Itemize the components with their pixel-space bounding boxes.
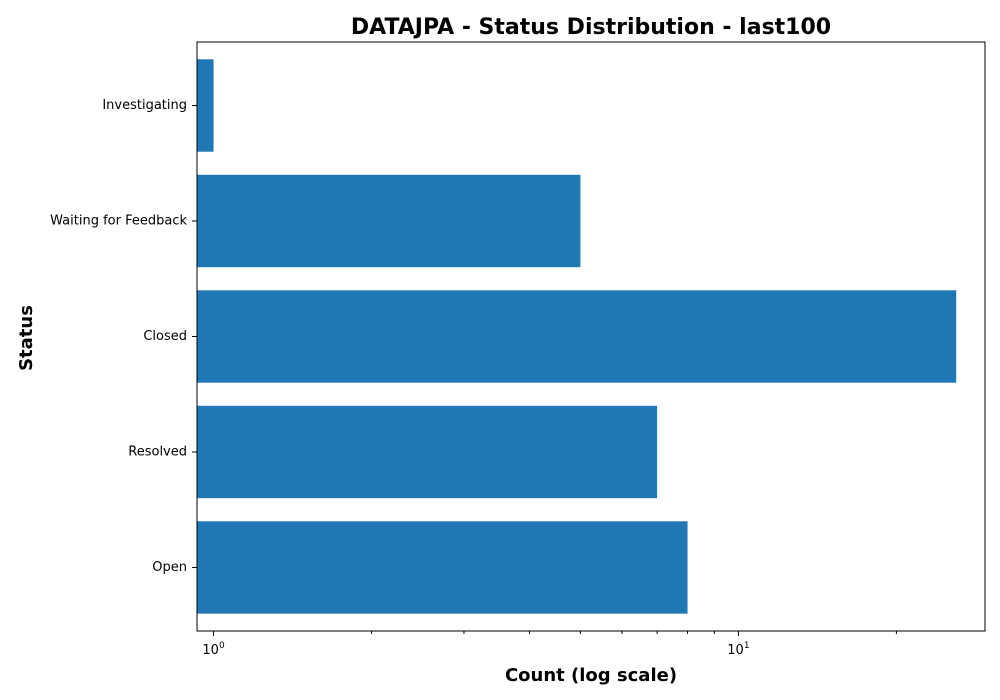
x-axis-title: Count (log scale) <box>505 665 677 686</box>
chart-title: DATAJPA - Status Distribution - last100 <box>351 15 831 40</box>
bar-closed <box>197 290 957 383</box>
y-tick-label: Closed <box>143 329 187 344</box>
y-tick-label: Investigating <box>102 98 187 113</box>
y-tick-label: Waiting for Feedback <box>50 214 187 229</box>
bar-investigating <box>197 59 214 152</box>
x-tick-label: 100 <box>202 641 225 658</box>
bar-waiting-for-feedback <box>197 174 581 268</box>
y-tick-label: Open <box>152 560 187 575</box>
bar-resolved <box>197 405 658 499</box>
plot-frame <box>196 41 986 632</box>
y-axis-title: Status <box>16 305 37 371</box>
y-axis: Investigating Waiting for Feedback Closed R… <box>50 98 197 575</box>
bar-open <box>197 521 688 614</box>
x-tick-label: 101 <box>727 641 749 658</box>
x-axis: 100 101 <box>202 631 897 658</box>
y-tick-label: Resolved <box>128 444 187 459</box>
plot-area <box>197 59 957 614</box>
